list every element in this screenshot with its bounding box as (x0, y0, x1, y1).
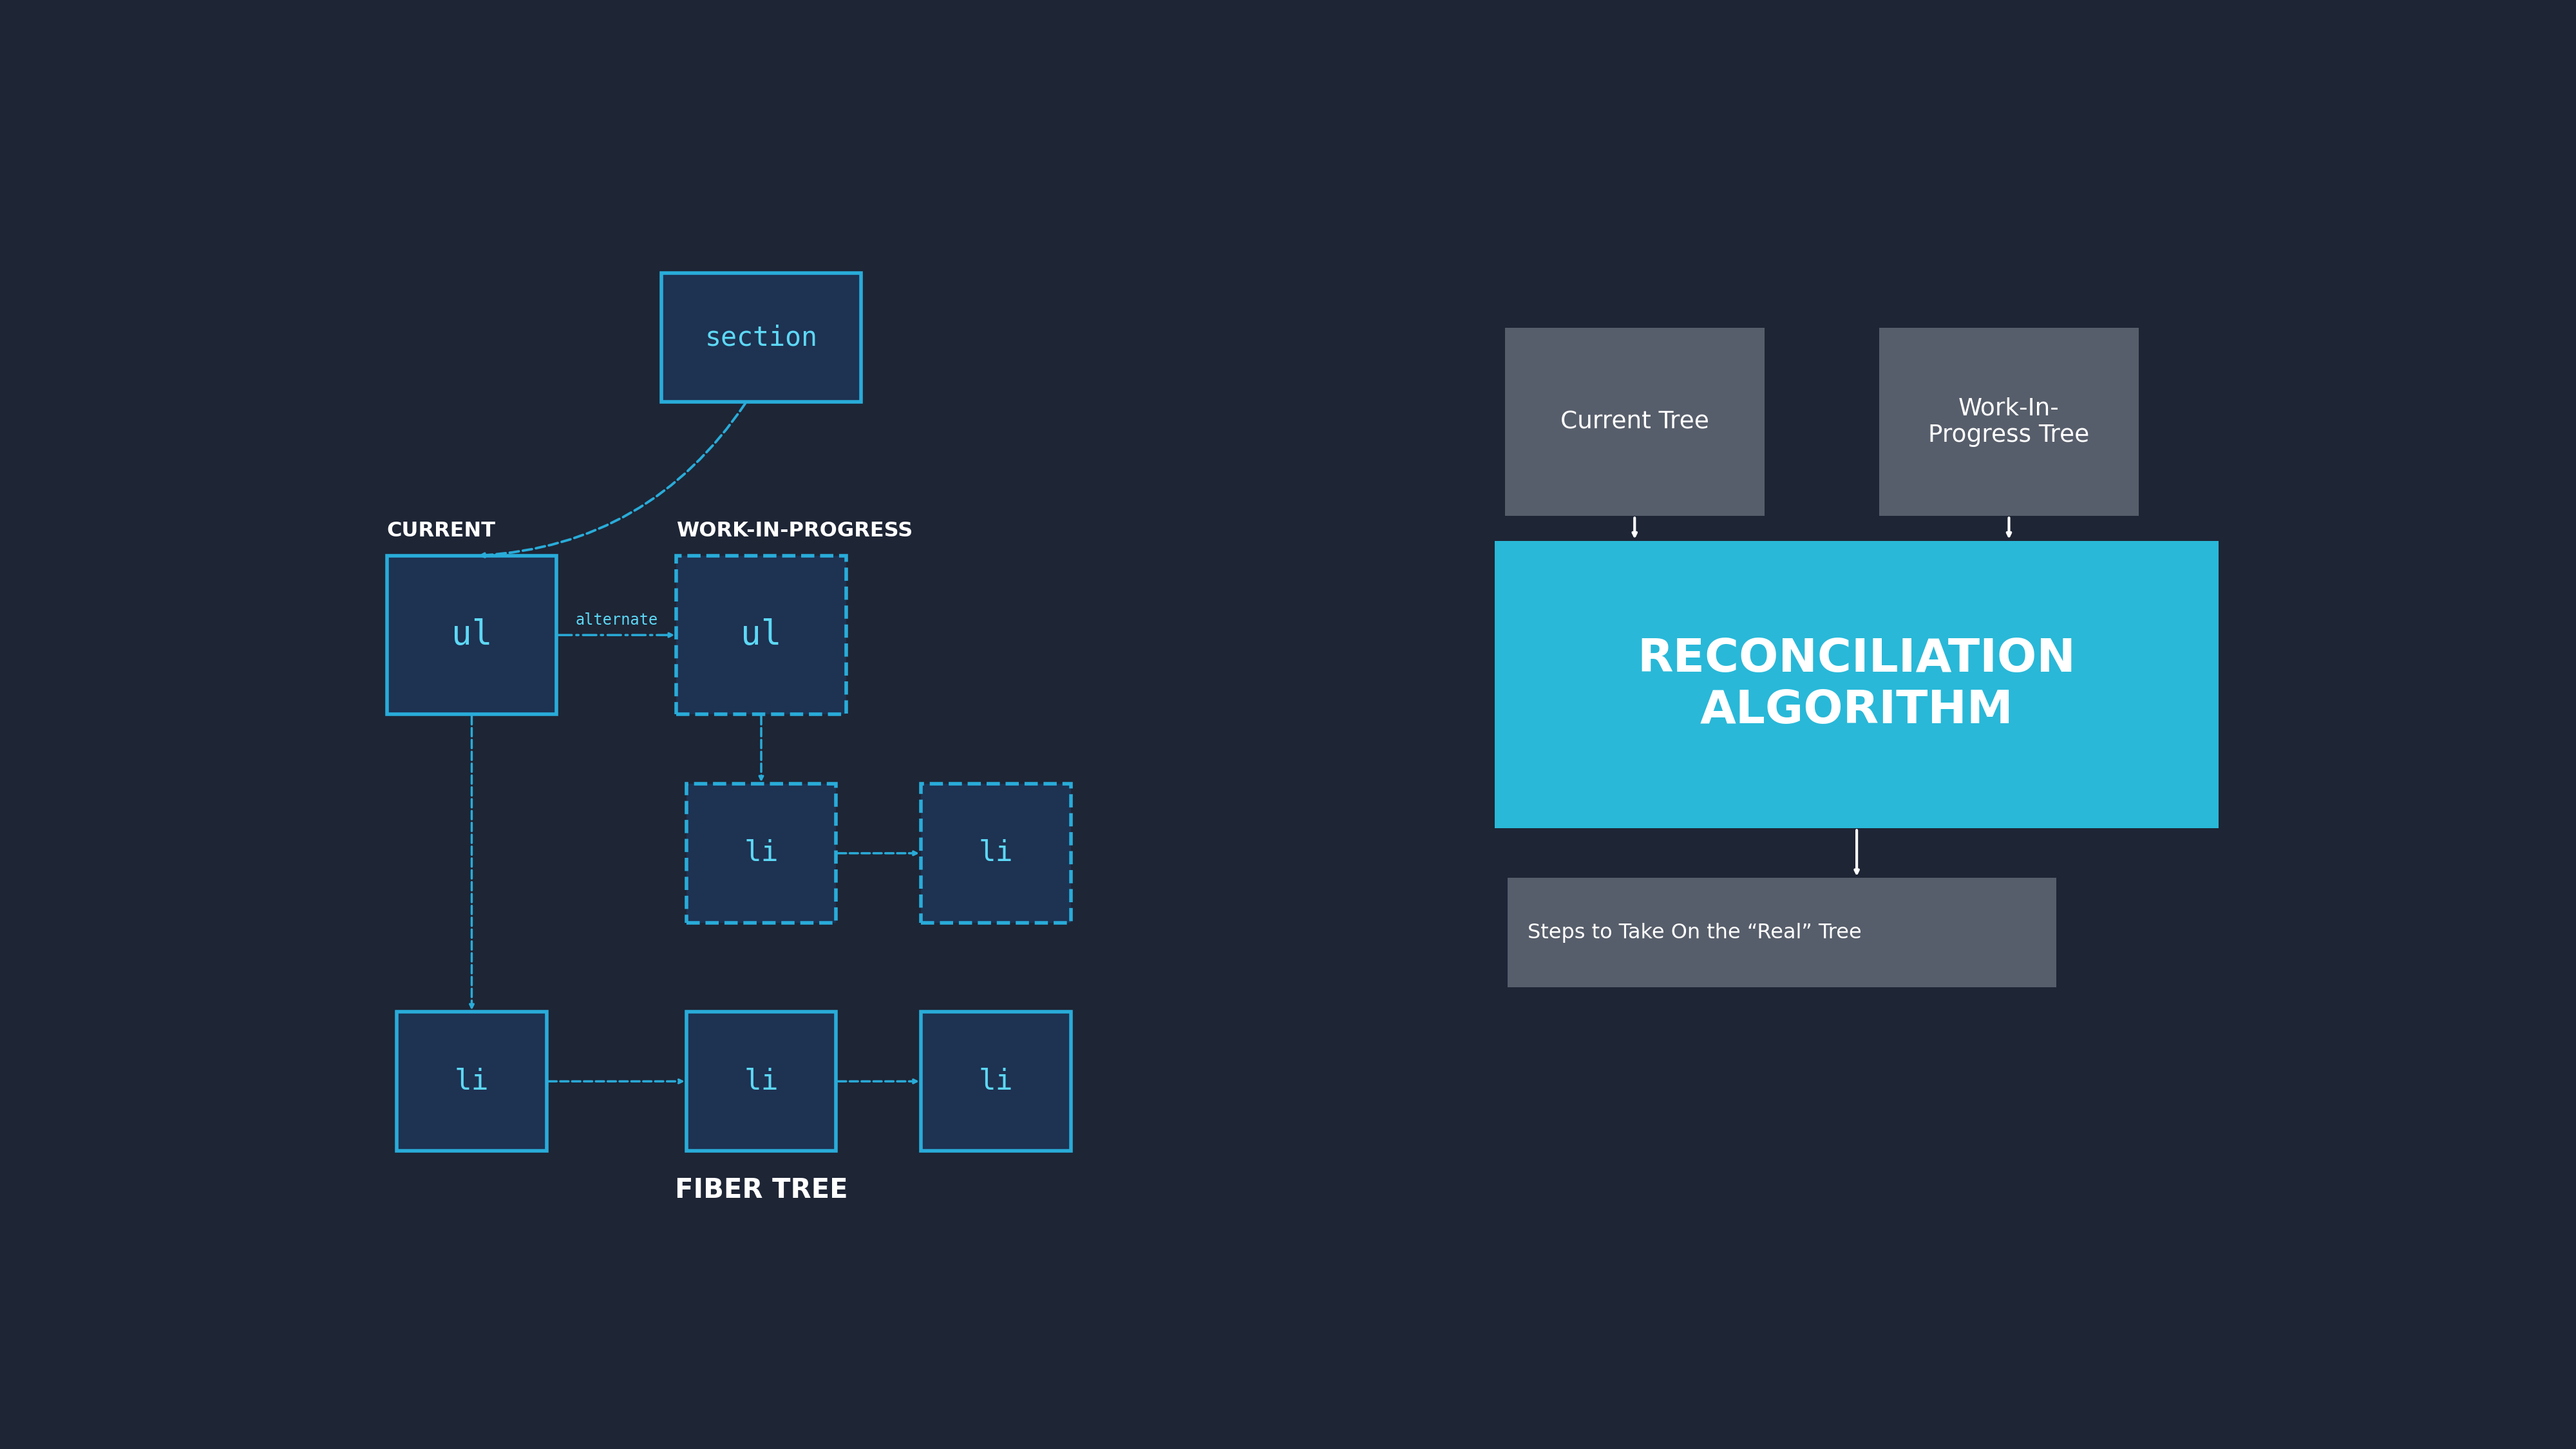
Bar (397, 1011, 546, 1151)
Bar (922, 1011, 1072, 1151)
Text: li: li (979, 1068, 1012, 1095)
Text: alternate: alternate (574, 611, 657, 627)
Text: li: li (453, 1068, 489, 1095)
Text: li: li (744, 839, 778, 867)
Bar (1494, 540, 2218, 829)
Bar (922, 784, 1072, 923)
Text: Current Tree: Current Tree (1561, 410, 1708, 433)
Text: section: section (706, 325, 817, 351)
Text: Steps to Take On the “Real” Tree: Steps to Take On the “Real” Tree (1528, 923, 1862, 942)
Bar (386, 556, 556, 714)
Bar (677, 556, 845, 714)
Bar (1878, 327, 2138, 516)
Text: ul: ul (451, 619, 492, 652)
Text: ul: ul (742, 619, 781, 652)
Bar (662, 272, 860, 401)
Text: WORK-IN-PROGRESS: WORK-IN-PROGRESS (677, 520, 912, 540)
Text: li: li (744, 1068, 778, 1095)
Bar (685, 1011, 837, 1151)
Text: Work-In-
Progress Tree: Work-In- Progress Tree (1929, 397, 2089, 446)
Text: li: li (979, 839, 1012, 867)
Text: CURRENT: CURRENT (386, 520, 495, 540)
Bar (685, 784, 837, 923)
Bar (1504, 327, 1765, 516)
Bar (1507, 878, 2056, 987)
Text: FIBER TREE: FIBER TREE (675, 1177, 848, 1204)
Text: RECONCILIATION
ALGORITHM: RECONCILIATION ALGORITHM (1638, 636, 2076, 733)
